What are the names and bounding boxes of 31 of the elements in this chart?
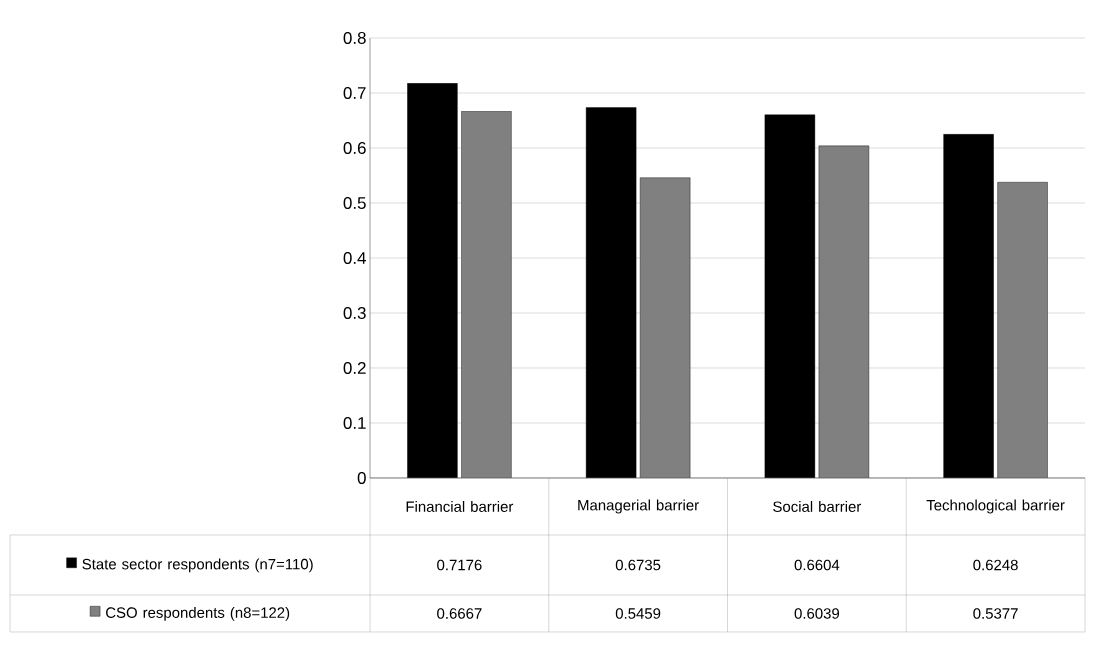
bar [997,182,1048,478]
data-label: 0.7176 [437,559,482,571]
bar [818,145,870,478]
data-label: 0.6248 [973,559,1018,571]
y-tick-label: 0.4 [343,251,366,264]
x-tick-label: Technological barrier [926,499,1065,514]
y-tick-label: 0.1 [343,416,366,429]
x-tick-label: Financial barrier [406,501,514,512]
data-label: 0.6604 [794,559,840,571]
y-tick-label: 0.5 [343,196,366,209]
y-tick-label: 0.7 [343,87,366,99]
legend-label: State sector respondents (n7=110) [82,558,313,573]
bar [764,114,816,478]
x-tick-label: Social barrier [773,501,862,512]
bar [407,83,458,478]
y-tick-label: 0.2 [343,361,366,374]
y-tick-label: 0.6 [343,141,366,154]
y-tick-label: 0.3 [343,306,366,319]
bar [461,111,512,478]
data-label: 0.5377 [973,608,1018,619]
data-label: 0.6039 [794,608,840,619]
x-tick-label: Managerial barrier [578,499,699,514]
bar [585,107,637,478]
y-tick-label: 0.8 [343,32,366,44]
bar [943,134,994,478]
bar [639,177,691,478]
y-tick-label: 0 [357,471,366,484]
data-label: 0.6735 [615,559,661,571]
data-label: 0.6667 [437,608,482,619]
legend-label: CSO respondents (n8=122) [106,606,290,621]
data-label: 0.5459 [615,608,661,619]
